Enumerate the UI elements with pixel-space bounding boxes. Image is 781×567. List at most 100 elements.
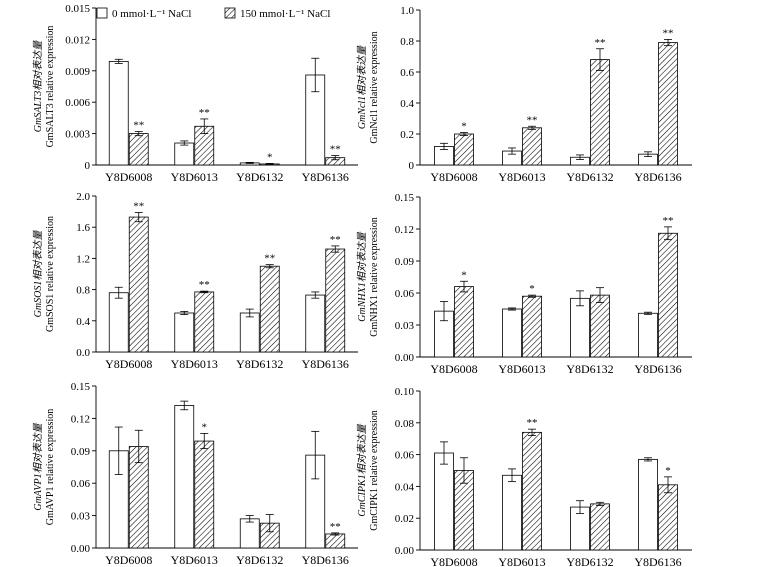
bar-salt <box>590 294 610 358</box>
bar-salt <box>590 59 610 166</box>
bar-salt <box>194 440 215 549</box>
y-tick-label: 0.03 <box>71 511 91 523</box>
y-tick-label: 0.06 <box>395 288 415 300</box>
x-tick-label: Y8D6013 <box>498 555 545 567</box>
y-axis-label-en: GmSALT3 relative expression <box>45 26 56 148</box>
x-tick-label: Y8D6136 <box>302 357 349 371</box>
y-tick-label: 0.8 <box>400 36 414 48</box>
chart-panel-6: 0.00 0.02 0.04 0.06 0.08 0.10 GmCIPK1相对表达量 GmCI… <box>356 386 692 567</box>
x-tick-label: Y8D6132 <box>236 357 283 371</box>
bar-salt <box>590 503 610 551</box>
significance-label: ** <box>663 215 674 227</box>
y-tick-label: 0.006 <box>65 97 90 109</box>
y-tick-label: 0 <box>409 160 415 172</box>
y-tick-label: 0.00 <box>71 543 91 555</box>
bar-salt <box>522 431 542 551</box>
bar-control <box>239 518 260 549</box>
bar-control <box>434 452 454 551</box>
bar-salt <box>658 484 678 551</box>
x-tick-label: Y8D6013 <box>498 170 545 184</box>
y-axis-label-en: GmNHX1 relative expression <box>369 217 380 336</box>
bar-control <box>570 297 590 358</box>
significance-label: ** <box>527 417 538 429</box>
y-axis-label-cn: GmSOS1相对表达量 <box>32 230 44 318</box>
y-tick-label: 0.00 <box>395 352 415 364</box>
y-tick-label: 0.10 <box>395 386 415 398</box>
significance-label: ** <box>199 107 210 119</box>
chart-panel-4: 0.00 0.03 0.06 0.09 0.12 0.15 GmNHX1相对表达量 GmNHX… <box>356 192 692 376</box>
bar-salt <box>454 133 474 166</box>
x-tick-label: Y8D6132 <box>236 553 283 567</box>
bar-salt <box>658 42 678 166</box>
x-tick-label: Y8D6132 <box>566 555 613 567</box>
bar-salt <box>522 295 542 358</box>
bar-control <box>174 405 195 549</box>
bar-salt <box>128 133 149 166</box>
chart-panel-5: 0.00 0.03 0.06 0.09 0.12 0.15 GmAVP1相对表达量 GmAVP… <box>32 381 358 567</box>
bar-salt <box>128 216 149 353</box>
significance-label: * <box>202 422 208 434</box>
significance-label: ** <box>595 37 606 49</box>
y-axis-label-en: GmSOS1 relative expression <box>45 216 56 332</box>
chart-panel-2: 0 0.2 0.4 0.6 0.8 1.0 GmNcl1相对表达量 GmNcl1 relati… <box>356 5 692 184</box>
x-tick-label: Y8D6013 <box>171 170 218 184</box>
y-tick-label: 2.0 <box>76 191 90 203</box>
significance-label: ** <box>330 234 341 246</box>
significance-label: * <box>529 283 535 295</box>
y-axis-label-cn: GmNHX1相对表达量 <box>356 231 368 321</box>
significance-label: ** <box>264 253 275 265</box>
significance-label: ** <box>527 114 538 126</box>
y-tick-label: 0.06 <box>71 478 91 490</box>
y-axis-label-cn: GmSALT3相对表达量 <box>32 40 44 132</box>
significance-label: ** <box>133 200 144 212</box>
bar-control <box>305 294 326 353</box>
x-tick-label: Y8D6132 <box>566 362 613 376</box>
y-tick-label: 0.4 <box>76 316 90 328</box>
y-tick-label: 0.06 <box>395 450 415 462</box>
x-tick-label: Y8D6136 <box>634 362 681 376</box>
chart-panel-3: 0.0 0.4 0.8 1.2 1.6 2.0 GmSOS1相对表达量 GmSOS1 rela… <box>32 191 358 371</box>
x-tick-label: Y8D6008 <box>430 555 477 567</box>
x-tick-label: Y8D6008 <box>105 357 152 371</box>
y-tick-label: 0.09 <box>395 256 415 268</box>
x-tick-label: Y8D6008 <box>105 170 152 184</box>
y-tick-label: 0 <box>85 160 91 172</box>
bar-control <box>108 60 129 166</box>
legend: 0 mmol·L⁻¹ NaCl 150 mmol·L⁻¹ NaCl <box>96 7 330 20</box>
y-tick-label: 0.09 <box>71 446 91 458</box>
y-tick-label: 0.12 <box>71 413 90 425</box>
y-tick-label: 0.4 <box>400 98 414 110</box>
y-tick-label: 0.012 <box>65 34 90 46</box>
y-tick-label: 0.8 <box>76 285 90 297</box>
x-tick-label: Y8D6132 <box>566 170 613 184</box>
x-tick-label: Y8D6013 <box>171 357 218 371</box>
y-tick-label: 0.12 <box>395 224 414 236</box>
legend-label-salt: 150 mmol·L⁻¹ NaCl <box>240 8 330 20</box>
bar-salt <box>454 286 474 358</box>
y-tick-label: 0.02 <box>395 513 414 525</box>
significance-label: * <box>267 151 273 163</box>
bar-control <box>638 312 658 358</box>
x-tick-label: Y8D6013 <box>171 553 218 567</box>
bar-salt <box>522 127 542 166</box>
bar-control <box>502 474 522 551</box>
bar-salt <box>658 232 678 358</box>
bar-control <box>502 308 522 358</box>
y-tick-label: 1.6 <box>76 222 90 234</box>
significance-label: ** <box>330 521 341 533</box>
bar-control <box>108 292 129 353</box>
x-tick-label: Y8D6008 <box>430 362 477 376</box>
y-tick-label: 0.04 <box>395 481 415 493</box>
significance-label: * <box>461 120 467 132</box>
x-tick-label: Y8D6132 <box>236 170 283 184</box>
significance-label: * <box>461 269 467 281</box>
x-tick-label: Y8D6136 <box>634 555 681 567</box>
y-tick-label: 0.00 <box>395 545 415 557</box>
y-tick-label: 1.0 <box>400 5 414 17</box>
legend-swatch-salt <box>224 7 236 19</box>
chart-panel-1: 0 0.003 0.006 0.009 0.012 0.015 GmSALT3相对表达量 Gm… <box>32 3 358 184</box>
y-axis-label-cn: GmCIPK1相对表达量 <box>356 423 368 516</box>
legend-swatch-control <box>96 7 108 19</box>
